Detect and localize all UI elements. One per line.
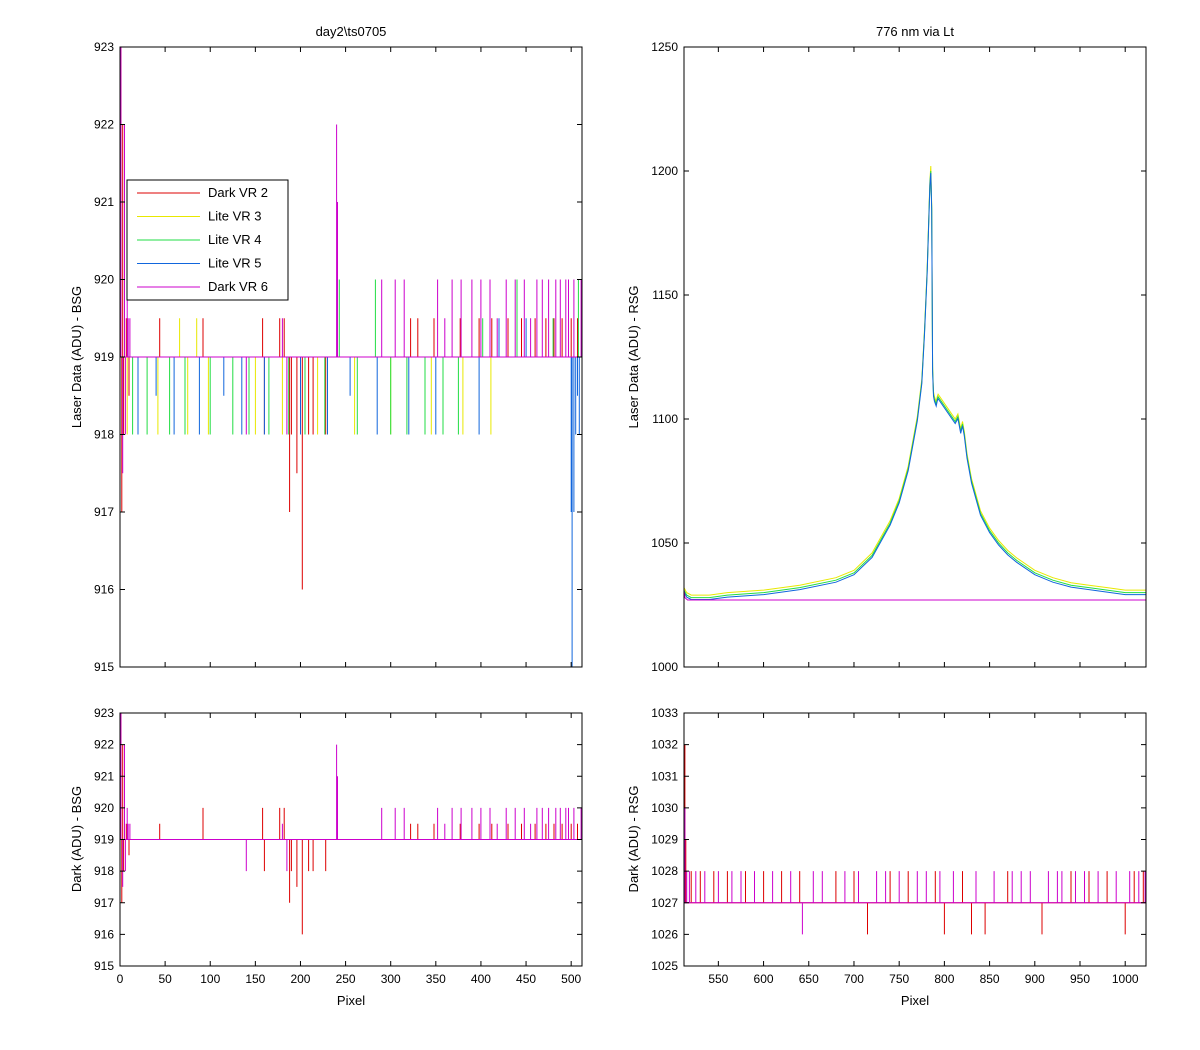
bsg-dark-xtick-label: 100 — [200, 972, 220, 986]
bsg-laser-ytick-label: 916 — [94, 583, 114, 597]
rsg-dark-xlabel: Pixel — [901, 993, 929, 1008]
bsg-laser-ytick-label: 917 — [94, 505, 114, 519]
rsg-dark-series-1 — [684, 807, 1146, 935]
bsg-dark-series-1 — [120, 713, 582, 887]
bsg-dark-xtick-label: 200 — [290, 972, 310, 986]
rsg-dark-xtick-label: 1000 — [1112, 972, 1139, 986]
rsg-dark-ytick-label: 1026 — [651, 927, 678, 941]
rsg-laser-series-3 — [683, 590, 1146, 601]
rsg-laser-ytick-label: 1050 — [651, 536, 678, 550]
bsg-laser-ytick-label: 920 — [94, 273, 114, 287]
rsg-dark-xtick-label: 800 — [934, 972, 954, 986]
bsg-laser-ytick-label: 915 — [94, 660, 114, 674]
rsg-laser-title: 776 nm via Lt — [876, 24, 954, 39]
bsg-dark-ytick-label: 915 — [94, 959, 114, 973]
rsg-dark-xtick-label: 750 — [889, 972, 909, 986]
rsg-laser-series-2 — [683, 172, 1146, 600]
rsg-dark-ytick-label: 1030 — [651, 801, 678, 815]
rsg-dark-ytick-label: 1025 — [651, 959, 678, 973]
bsg-dark-ytick-label: 919 — [94, 833, 114, 847]
bsg-dark-ticks: 0 50 100 150 200 250 300 350 400 450 500 915 916 917 9… — [94, 706, 582, 986]
rsg-laser-ytick-label: 1250 — [651, 40, 678, 54]
rsg-dark-ytick-label: 1033 — [651, 706, 678, 720]
rsg-laser-ylabel: Laser Data (ADU) - RSG — [626, 285, 641, 428]
bsg-dark-xlabel: Pixel — [337, 993, 365, 1008]
rsg-dark-xtick-label: 700 — [844, 972, 864, 986]
bsg-dark-axes-box — [119, 712, 583, 967]
bsg-dark-xtick-label: 350 — [426, 972, 446, 986]
legend-label: Lite VR 4 — [208, 232, 261, 247]
rsg-dark-ytick-label: 1027 — [651, 896, 678, 910]
rsg-dark-ytick-label: 1032 — [651, 738, 678, 752]
bsg-dark-ytick-label: 923 — [94, 706, 114, 720]
rsg-dark-xtick-label: 550 — [708, 972, 728, 986]
bsg-laser-ytick-label: 921 — [94, 195, 114, 209]
rsg-dark-xtick-label: 900 — [1025, 972, 1045, 986]
rsg-dark-xtick-label: 950 — [1070, 972, 1090, 986]
legend-label: Lite VR 5 — [208, 256, 261, 271]
rsg-dark-ytick-label: 1029 — [651, 833, 678, 847]
bsg-dark-ytick-label: 921 — [94, 769, 114, 783]
rsg-dark-ylabel: Dark (ADU) - RSG — [626, 786, 641, 893]
rsg-dark-xtick-label: 650 — [799, 972, 819, 986]
rsg-dark-axes-box — [683, 712, 1147, 967]
rsg-laser-ytick-label: 1100 — [652, 412, 678, 426]
legend: Dark VR 2 Lite VR 3 Lite VR 4 Lite VR 5 Dark… — [126, 179, 289, 301]
bsg-laser-ylabel: Laser Data (ADU) - BSG — [69, 286, 84, 428]
bsg-dark-xtick-label: 400 — [471, 972, 491, 986]
rsg-dark-xtick-label: 850 — [980, 972, 1000, 986]
bsg-dark-xtick-label: 50 — [158, 972, 172, 986]
bsg-dark-xtick-label: 0 — [117, 972, 124, 986]
rsg-dark-ytick-label: 1028 — [651, 864, 678, 878]
bsg-dark-ytick-label: 918 — [94, 864, 114, 878]
legend-label: Dark VR 2 — [208, 185, 268, 200]
rsg-dark-ytick-label: 1031 — [651, 769, 678, 783]
rsg-laser-ytick-label: 1000 — [651, 660, 678, 674]
legend-entries: Dark VR 2 Lite VR 3 Lite VR 4 Lite VR 5 Dark… — [137, 185, 268, 294]
bsg-dark-ylabel: Dark (ADU) - BSG — [69, 786, 84, 892]
bsg-dark-ytick-label: 920 — [94, 801, 114, 815]
bsg-laser-ytick-label: 923 — [94, 40, 114, 54]
bsg-laser-ytick-label: 919 — [94, 350, 114, 364]
bsg-dark-ytick-label: 922 — [94, 738, 114, 752]
bsg-laser-ytick-label: 922 — [94, 118, 114, 132]
bsg-dark-ytick-label: 916 — [94, 927, 114, 941]
bsg-dark-xtick-label: 150 — [245, 972, 265, 986]
bsg-dark-xtick-label: 250 — [336, 972, 356, 986]
bsg-dark-ytick-label: 917 — [94, 896, 114, 910]
bsg-dark-panel: 0 50 100 150 200 250 300 350 400 450 500 915 916 917 9… — [69, 706, 583, 1008]
bsg-dark-xtick-label: 450 — [516, 972, 536, 986]
bsg-dark-xtick-label: 300 — [381, 972, 401, 986]
bsg-laser-title: day2\ts0705 — [316, 24, 387, 39]
rsg-laser-ytick-label: 1200 — [651, 164, 678, 178]
bsg-dark-xtick-label: 500 — [561, 972, 581, 986]
rsg-dark-panel: 550 600 650 700 750 800 850 900 950 1000 1025 1026 1… — [626, 706, 1147, 1008]
rsg-dark-ticks: 550 600 650 700 750 800 850 900 950 1000 1025 1026 1… — [651, 706, 1146, 986]
legend-label: Lite VR 3 — [208, 209, 261, 224]
rsg-dark-xtick-label: 600 — [754, 972, 774, 986]
bsg-laser-axes-box — [119, 46, 583, 668]
rsg-laser-axes-box — [683, 46, 1147, 668]
rsg-laser-panel: 1000 1050 1100 1150 1200 1250 776 nm via Lt L… — [626, 24, 1147, 674]
bsg-laser-marks — [120, 47, 582, 667]
bsg-dark-marks — [120, 713, 582, 935]
bsg-laser-series-4 — [120, 47, 582, 474]
legend-label: Dark VR 6 — [208, 279, 268, 294]
rsg-laser-marks — [683, 165, 1146, 601]
bsg-laser-ytick-label: 918 — [94, 428, 114, 442]
rsg-dark-marks — [684, 744, 1146, 935]
rsg-laser-ytick-label: 1150 — [652, 288, 678, 302]
